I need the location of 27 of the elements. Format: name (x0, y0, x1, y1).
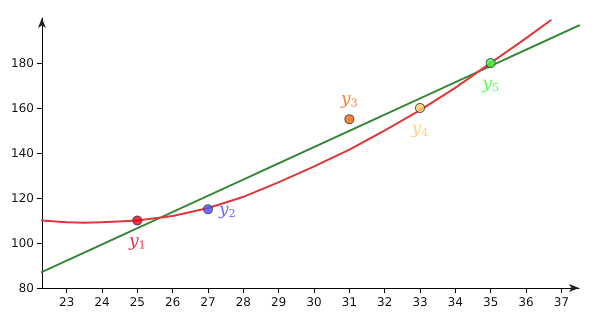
line-series (40, 19, 552, 224)
x-tick-label: 37 (554, 295, 569, 309)
y-tick-label: 160 (11, 101, 34, 115)
x-tick-label: 30 (306, 295, 322, 309)
x-tick-label: 25 (130, 295, 145, 309)
y-tick-label: 100 (11, 236, 34, 250)
x-tick-label: 31 (342, 295, 357, 309)
point (344, 114, 354, 124)
point (132, 216, 142, 226)
y-tick-label: 80 (18, 281, 34, 295)
x-tick-label: 33 (412, 295, 428, 309)
x-tick-label: 34 (448, 295, 463, 309)
y-tick-label: 140 (11, 146, 34, 160)
x-tick-label: 32 (377, 295, 392, 309)
y-tick-label: 180 (11, 56, 34, 70)
x-tick-label: 23 (59, 295, 74, 309)
point (486, 58, 496, 68)
x-tick-label: 29 (271, 295, 286, 309)
x-tick-label: 28 (236, 295, 251, 309)
point (415, 103, 425, 113)
x-tick-label: 24 (94, 295, 110, 309)
y-tick-label: 120 (11, 191, 34, 205)
x-tick-label: 35 (483, 295, 498, 309)
x-tick-label: 26 (165, 295, 180, 309)
x-tick-label: 27 (200, 295, 216, 309)
point (202, 204, 213, 214)
x-tick-label: 36 (518, 295, 534, 309)
